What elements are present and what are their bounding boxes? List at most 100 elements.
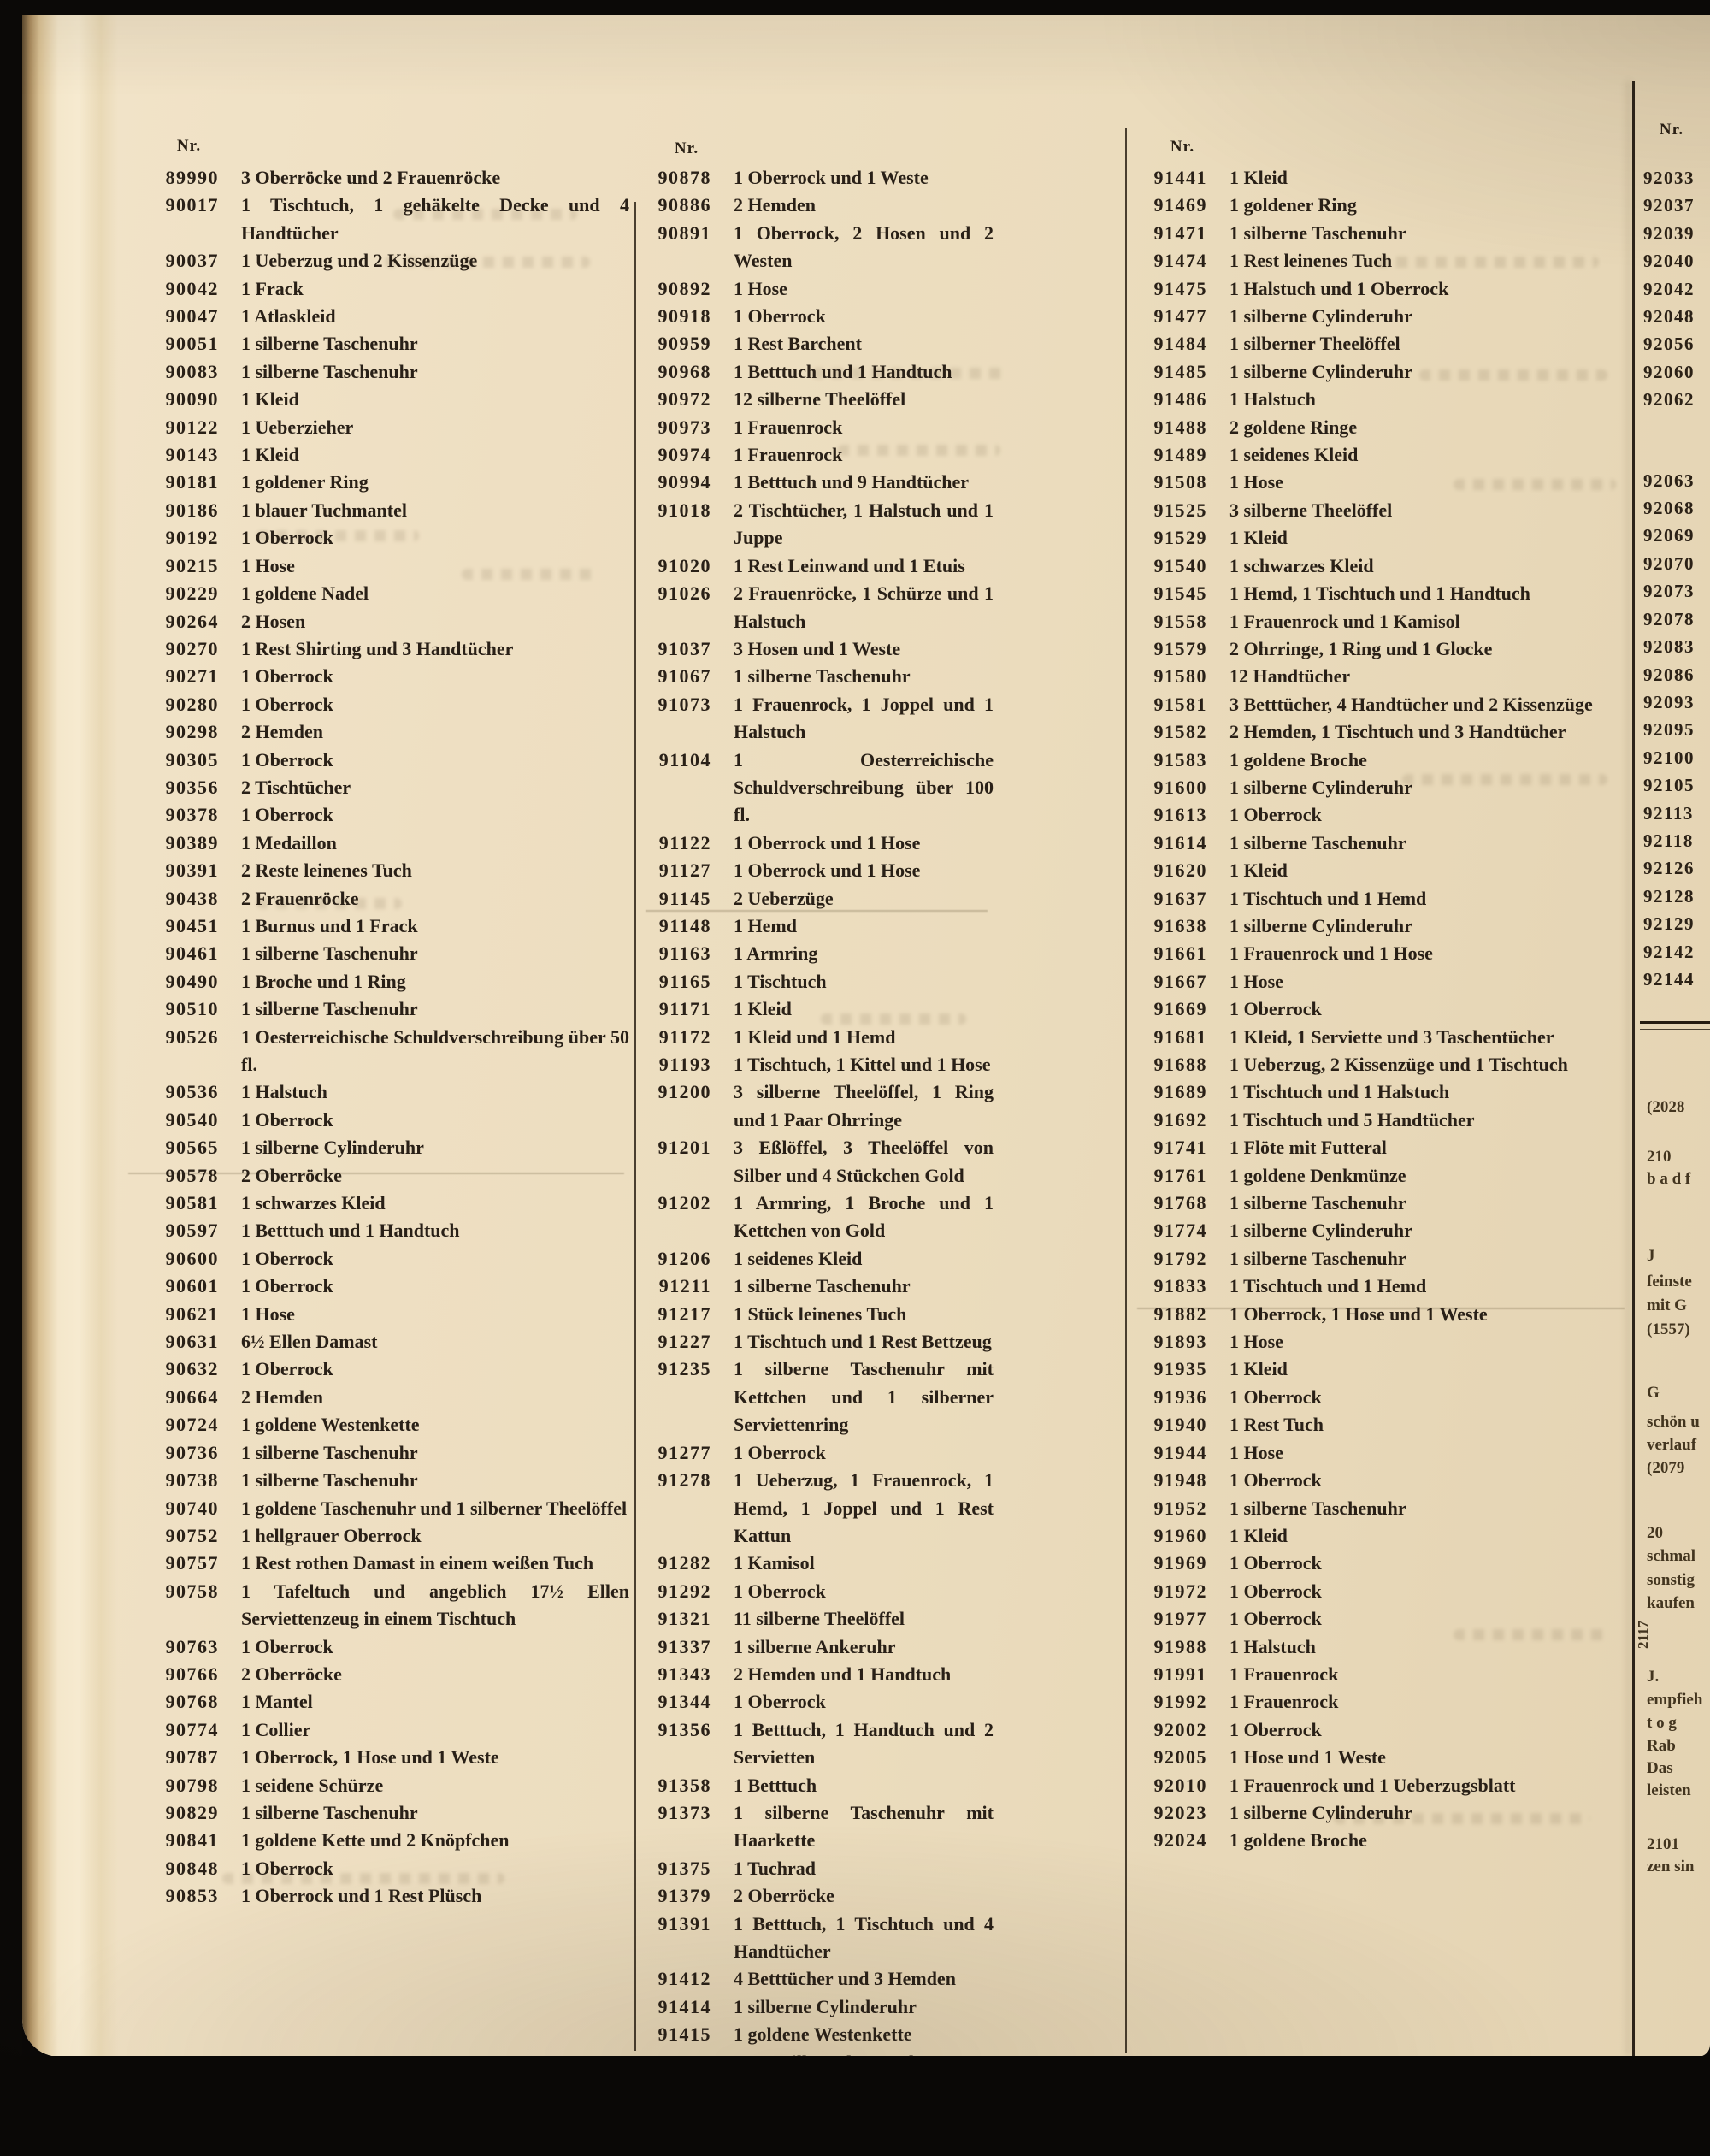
item-number: 91833 bbox=[1153, 1275, 1207, 1297]
item-number: 92062 bbox=[1643, 389, 1695, 411]
item-number: 90621 bbox=[165, 1302, 219, 1325]
list-row: 91020 1 Rest Leinwand und 1 Etuis bbox=[640, 552, 995, 580]
item-description: 1 Halstuch bbox=[241, 1081, 327, 1103]
item-number: 91122 bbox=[658, 831, 711, 854]
item-number: 91227 bbox=[657, 1331, 711, 1353]
list-row: 91321 11 silberne Theelöffel bbox=[640, 1605, 995, 1633]
item-description: 2 Hemden und 1 Handtuch bbox=[734, 1663, 952, 1685]
cutoff-text-fragment: 20 bbox=[1647, 1524, 1663, 1542]
list-row: 90891 1 Oberrock, 2 Hosen und 2 Westen bbox=[640, 220, 995, 275]
item-number: 91469 bbox=[1153, 194, 1207, 216]
list-row: 91193 1 Tischtuch, 1 Kittel und 1 Hose bbox=[640, 1051, 995, 1078]
item-number: 92105 bbox=[1643, 775, 1695, 796]
list-row: 91579 2 Ohrringe, 1 Ring und 1 Glocke bbox=[1135, 635, 1624, 663]
list-row: 91127 1 Oberrock und 1 Hose bbox=[640, 857, 995, 884]
list-row: 91991 1 Frauenrock bbox=[1135, 1661, 1624, 1688]
list-row: 90264 2 Hosen bbox=[147, 608, 631, 635]
list-row: 91508 1 Hose bbox=[1135, 469, 1624, 496]
item-number: 90632 bbox=[165, 1358, 219, 1380]
list-row: 90490 1 Broche und 1 Ring bbox=[147, 968, 631, 995]
list-row: 91358 1 Betttuch bbox=[640, 1772, 995, 1799]
list-row: 91485 1 silberne Cylinderuhr bbox=[1135, 358, 1624, 386]
item-description: 2 Oberröcke bbox=[734, 1885, 834, 1907]
item-description: 1 goldene Nadel bbox=[241, 582, 369, 605]
list-row: 91379 2 Oberröcke bbox=[640, 1882, 995, 1910]
item-description: 1 silberne Cylinderuhr bbox=[1229, 360, 1412, 382]
item-number: 91960 bbox=[1153, 1524, 1207, 1546]
item-number: 91792 bbox=[1153, 1247, 1207, 1269]
list-row: 91148 1 Hemd bbox=[640, 913, 995, 940]
item-number: 91193 bbox=[658, 1054, 711, 1075]
item-number: 90270 bbox=[165, 637, 219, 659]
item-description: 1 Armring bbox=[734, 942, 818, 965]
item-description: 2 Reste leinenes Tuch bbox=[241, 859, 412, 882]
item-number: 92039 bbox=[1643, 222, 1695, 244]
list-row: 91893 1 Hose bbox=[1135, 1328, 1624, 1356]
item-description: 1 Ueberzug, 2 Kissenzüge und 1 Tischtuch bbox=[1229, 1054, 1568, 1075]
item-number: 92126 bbox=[1643, 858, 1695, 879]
item-description: 1 Rest leinenes Tuch bbox=[1229, 250, 1393, 272]
item-description: 3 Betttücher, 4 Handtücher und 2 Kissenz… bbox=[1229, 693, 1593, 715]
item-description: 1 Oberrock bbox=[1229, 1608, 1322, 1630]
item-number: 91145 bbox=[658, 887, 711, 909]
item-number: 92129 bbox=[1643, 913, 1695, 935]
cutoff-text-fragment: b a d f bbox=[1647, 1170, 1691, 1188]
item-description: 1 Oberrock bbox=[241, 693, 333, 715]
item-description: 1 Betttuch, 1 Handtuch und 2 Servietten bbox=[734, 1718, 994, 1769]
item-number: 91037 bbox=[657, 637, 711, 659]
list-row: 91688 1 Ueberzug, 2 Kissenzüge und 1 Tisc… bbox=[1135, 1051, 1624, 1078]
list-row: 90389 1 Medaillon bbox=[147, 830, 631, 857]
item-number: 90878 bbox=[657, 167, 711, 188]
list-row: 90192 1 Oberrock bbox=[147, 524, 631, 552]
list-row: 91681 1 Kleid, 1 Serviette und 3 Taschent… bbox=[1135, 1024, 1624, 1051]
item-list-column-2: 90878 1 Oberrock und 1 Weste 90886 2 Hemden… bbox=[640, 164, 995, 2104]
list-row: 91202 1 Armring, 1 Broche und 1 Kettchen … bbox=[640, 1190, 995, 1245]
item-description: 1 goldener Ring bbox=[1229, 194, 1357, 216]
item-description: 1 Hose bbox=[734, 277, 787, 299]
item-number: 91581 bbox=[1153, 693, 1207, 715]
item-number: 91477 bbox=[1153, 305, 1207, 328]
item-number: 91171 bbox=[658, 998, 711, 1020]
item-number: 91977 bbox=[1153, 1608, 1207, 1630]
list-row: 90229 1 goldene Nadel bbox=[147, 580, 631, 607]
item-number: 92073 bbox=[1643, 581, 1695, 602]
item-description: 2 goldene Ringe bbox=[1229, 416, 1358, 438]
list-row: 91581 3 Betttücher, 4 Handtücher und 2 Ki… bbox=[1135, 691, 1624, 718]
item-number: 90886 bbox=[657, 194, 711, 216]
list-row: 91936 1 Oberrock bbox=[1135, 1384, 1624, 1411]
list-row: 90181 1 goldener Ring bbox=[147, 469, 631, 496]
item-description: 1 Oberrock bbox=[734, 1691, 826, 1713]
list-row: 90378 1 Oberrock bbox=[147, 801, 631, 829]
item-number: 91583 bbox=[1153, 748, 1207, 771]
item-number: 91969 bbox=[1153, 1552, 1207, 1574]
item-description: 1 Oberrock bbox=[1229, 1580, 1322, 1602]
list-row: 92005 1 Hose und 1 Weste bbox=[1135, 1744, 1624, 1771]
item-number: 90047 bbox=[165, 305, 219, 328]
item-number: 91689 bbox=[1153, 1081, 1207, 1103]
item-description: 1 goldene Broche bbox=[1229, 1829, 1367, 1852]
list-row: 91018 2 Tischtücher, 1 Halstuch und 1 Jup… bbox=[640, 497, 995, 552]
cutoff-number-column: 92033 92037 92039 92040 92042 92048 92056 92060… bbox=[1643, 164, 1710, 993]
item-number: 92024 bbox=[1153, 1829, 1207, 1852]
list-row: 91935 1 Kleid bbox=[1135, 1356, 1624, 1383]
item-number: 91321 bbox=[657, 1608, 711, 1630]
list-row: 91960 1 Kleid bbox=[1135, 1522, 1624, 1550]
item-number: 90757 bbox=[165, 1552, 219, 1574]
item-description: 1 Broche und 1 Ring bbox=[241, 970, 406, 992]
item-description: 1 Kleid bbox=[1229, 1524, 1288, 1546]
item-number: 90798 bbox=[165, 1774, 219, 1796]
item-number: 92068 bbox=[1643, 498, 1695, 519]
item-number: 91356 bbox=[657, 1718, 711, 1740]
item-number: 92002 bbox=[1153, 1718, 1207, 1740]
item-description: 1 Frauenrock und 1 Hose bbox=[1229, 942, 1433, 965]
list-row: 90621 1 Hose bbox=[147, 1301, 631, 1328]
list-row: 90597 1 Betttuch und 1 Handtuch bbox=[147, 1217, 631, 1244]
item-description: 2 Ueberzüge bbox=[734, 887, 834, 909]
item-number: 91441 bbox=[1153, 167, 1207, 188]
item-number: 91485 bbox=[1153, 360, 1207, 382]
item-number: 91992 bbox=[1153, 1691, 1207, 1713]
item-number: 91972 bbox=[1153, 1580, 1207, 1602]
cutoff-text-fragment: (2028 bbox=[1647, 1098, 1685, 1116]
item-number: 90305 bbox=[165, 748, 219, 771]
item-description: 1 Oberrock bbox=[1229, 998, 1322, 1020]
